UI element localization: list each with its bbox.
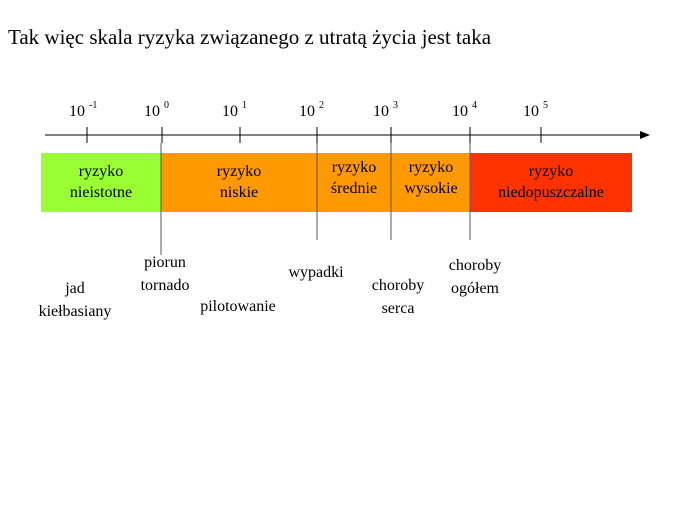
example-label: pilotowanie	[200, 298, 276, 315]
zone-label: ryzyko	[529, 163, 573, 180]
axis-arrow	[640, 131, 650, 139]
tick-exp: -1	[89, 100, 97, 111]
example-label: choroby	[372, 277, 424, 294]
example-label: choroby	[449, 257, 501, 274]
zone-bg	[470, 153, 632, 212]
zone-label: niedopuszczalne	[498, 184, 604, 201]
example-label: jad	[64, 280, 85, 297]
title: Tak więc skala ryzyka związanego z utrat…	[8, 25, 492, 49]
example-label: kiełbasiany	[39, 303, 112, 320]
zone-bg	[161, 153, 470, 212]
tick-exp: 2	[319, 100, 324, 111]
tick-exp: 4	[472, 100, 477, 111]
tick-base: 10	[373, 103, 389, 120]
zone-label: ryzyko	[332, 159, 376, 176]
zone-label: wysokie	[404, 180, 457, 197]
tick-base: 10	[452, 103, 468, 120]
zone-label: ryzyko	[79, 163, 123, 180]
tick-exp: 3	[393, 100, 398, 111]
example-label: wypadki	[288, 264, 344, 281]
zone-bg	[41, 153, 161, 212]
tick-base: 10	[144, 103, 160, 120]
zone-label: średnie	[331, 180, 377, 197]
example-label: tornado	[141, 277, 190, 294]
zone-label: ryzyko	[217, 163, 261, 180]
zone-label: niskie	[220, 184, 258, 201]
tick-base: 10	[69, 103, 85, 120]
example-label: serca	[382, 300, 415, 317]
example-label: ogółem	[451, 280, 500, 297]
zone-label: ryzyko	[409, 159, 453, 176]
tick-exp: 1	[242, 100, 247, 111]
tick-base: 10	[299, 103, 315, 120]
tick-base: 10	[523, 103, 539, 120]
example-label: piorun	[144, 254, 186, 271]
zone-label: nieistotne	[70, 184, 132, 201]
tick-exp: 5	[543, 100, 548, 111]
tick-base: 10	[222, 103, 238, 120]
tick-exp: 0	[164, 100, 169, 111]
